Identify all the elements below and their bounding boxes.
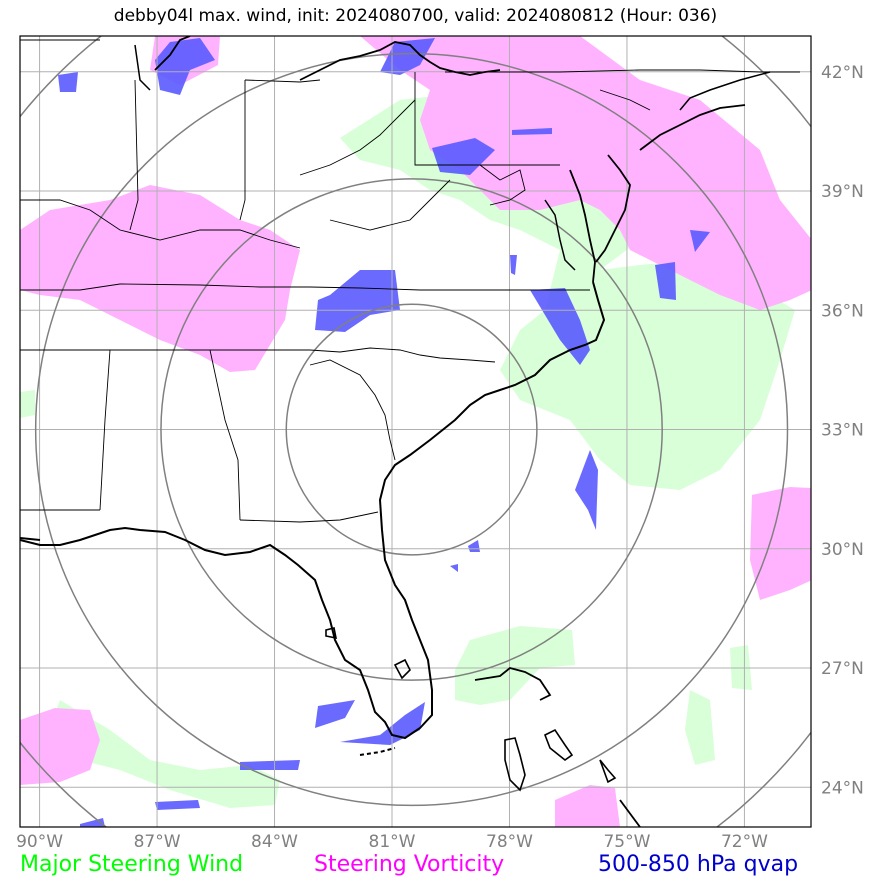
map-title: debby04l max. wind, init: 2024080700, va…: [113, 6, 718, 26]
longitude-tick-label: 81°W: [369, 832, 416, 852]
latitude-tick-label: 42°N: [821, 63, 864, 83]
longitude-tick-label: 90°W: [16, 832, 63, 852]
graticule: [20, 36, 811, 827]
latitude-tick-label: 33°N: [821, 421, 864, 441]
latitude-tick-label: 36°N: [821, 301, 864, 321]
coastlines-and-borders: [20, 36, 800, 827]
range-ring: [160, 178, 663, 681]
legend-qvap: 500-850 hPa qvap: [598, 852, 799, 877]
range-ring: [34, 52, 789, 807]
legend-steering-wind: Major Steering Wind: [20, 852, 244, 877]
latitude-tick-label: 27°N: [821, 659, 864, 679]
latitude-labels: 24°N 27°N 30°N 33°N 36°N 39°N 42°N: [821, 63, 864, 798]
longitude-labels: 90°W 87°W 84°W 81°W 78°W 75°W 72°W: [16, 832, 768, 852]
map-frame: [19, 35, 812, 828]
range-ring: [285, 303, 538, 556]
longitude-tick-label: 78°W: [486, 832, 533, 852]
latitude-tick-label: 30°N: [821, 540, 864, 560]
latitude-tick-label: 24°N: [821, 778, 864, 798]
longitude-tick-label: 87°W: [134, 832, 181, 852]
longitude-tick-label: 72°W: [721, 832, 768, 852]
qvap-field: [58, 38, 710, 827]
legend-steering-vorticity: Steering Vorticity: [314, 852, 505, 877]
longitude-tick-label: 75°W: [603, 832, 650, 852]
longitude-tick-label: 84°W: [251, 832, 298, 852]
latitude-tick-label: 39°N: [821, 182, 864, 202]
